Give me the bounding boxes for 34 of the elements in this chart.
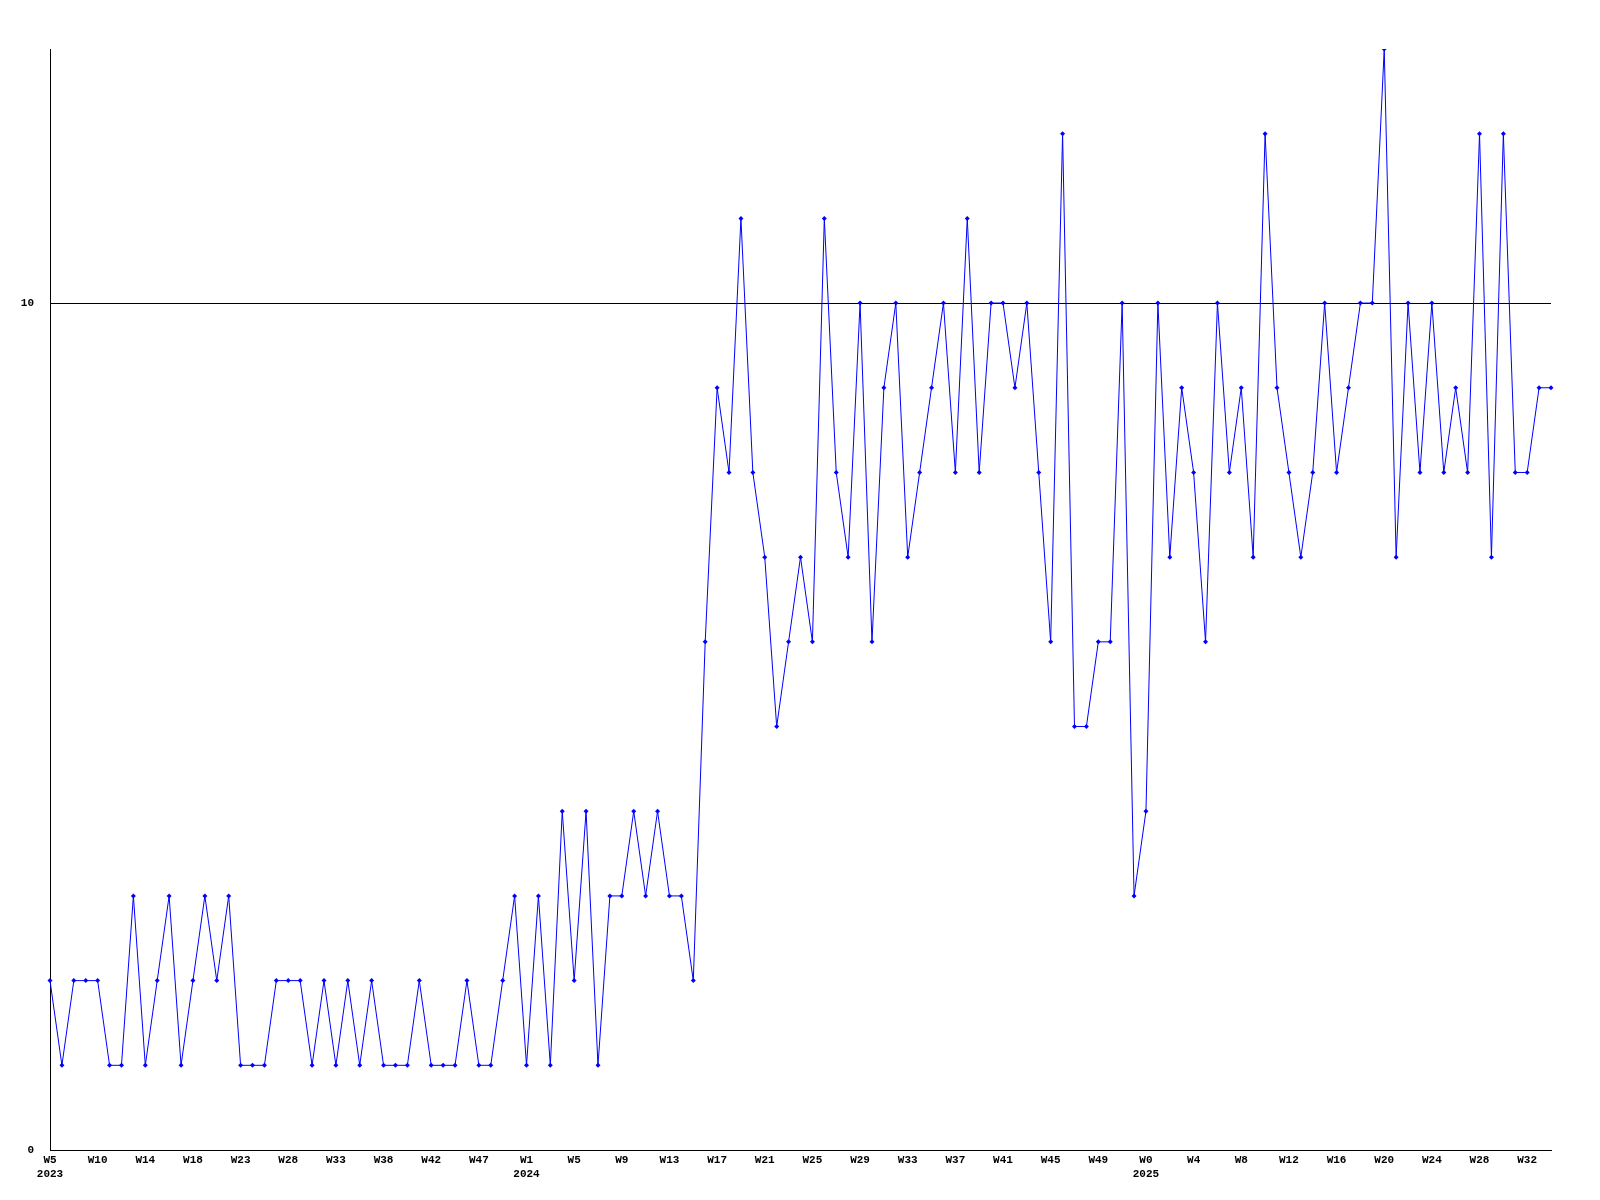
x-tick-label: W5 — [567, 1154, 582, 1167]
x-tick-label: W28 — [1469, 1154, 1490, 1167]
x-tick-label: W24 — [1421, 1154, 1443, 1167]
x-tick-label: W42 — [421, 1154, 442, 1167]
x-tick-label: W14 — [135, 1154, 156, 1167]
x-tick-label: W33 — [326, 1154, 347, 1167]
x-tick-label: W21 — [754, 1154, 776, 1167]
x-tick-label: W23 — [230, 1154, 251, 1167]
x-tick-label: W49 — [1088, 1154, 1109, 1167]
x-tick-label: W38 — [373, 1154, 394, 1167]
x-tick-label: W8 — [1234, 1154, 1249, 1167]
x-tick-label: W33 — [897, 1154, 919, 1167]
x-tick-label: W37 — [945, 1154, 966, 1167]
x-tick-label: W17 — [707, 1154, 728, 1167]
x-tick-label: W10 — [87, 1154, 108, 1167]
x-tick-label: W25 — [802, 1154, 823, 1167]
x-tick-label: W12 — [1279, 1154, 1299, 1167]
y-tick-label: 0 — [27, 1143, 34, 1156]
x-tick-label: W16 — [1326, 1154, 1347, 1167]
x-tick-label: W1 2024 — [513, 1154, 541, 1180]
x-tick-label: W45 — [1040, 1154, 1061, 1167]
x-tick-label: W13 — [659, 1154, 680, 1167]
x-tick-label: W9 — [615, 1154, 629, 1167]
x-tick-label: W28 — [278, 1154, 299, 1167]
x-tick-label: W32 — [1517, 1154, 1538, 1167]
x-tick-label: W4 — [1187, 1154, 1201, 1167]
x-tick-label: W5 2023 — [36, 1154, 64, 1180]
x-tick-label: W0 2025 — [1132, 1154, 1160, 1180]
x-tick-label: W20 — [1374, 1154, 1395, 1167]
x-tick-label: W41 — [993, 1154, 1014, 1167]
y-tick-label: 10 — [20, 296, 34, 309]
x-tick-label: W47 — [468, 1154, 489, 1167]
x-tick-label: W18 — [183, 1154, 204, 1167]
x-tick-label: W29 — [850, 1154, 870, 1167]
